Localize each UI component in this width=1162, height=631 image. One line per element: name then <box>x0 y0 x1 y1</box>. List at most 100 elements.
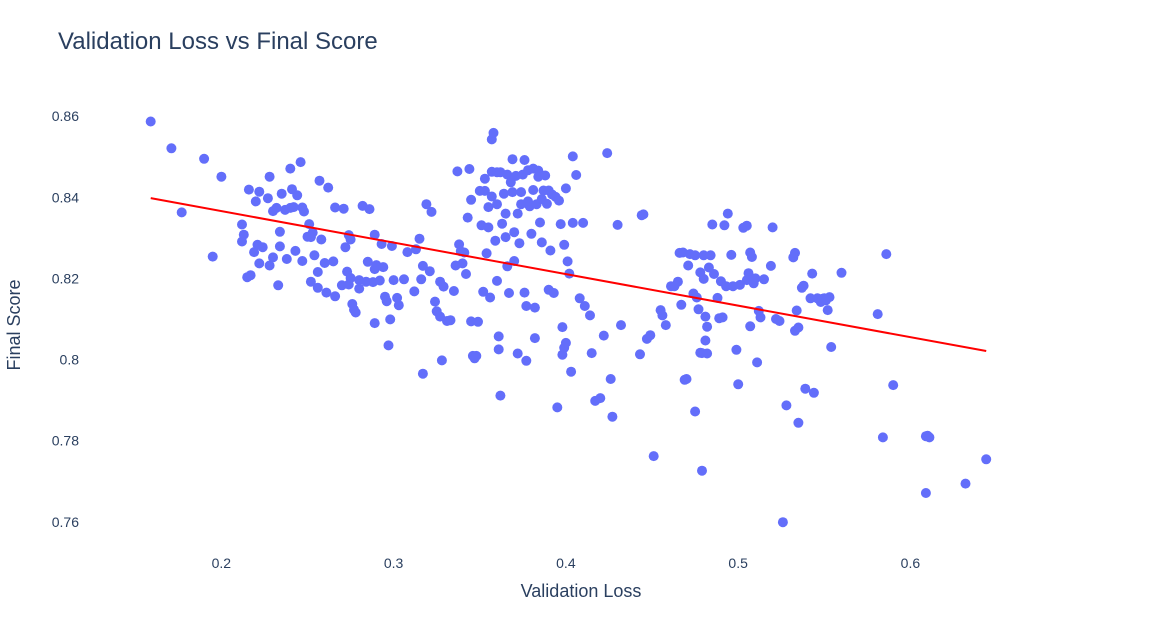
data-point <box>560 337 571 348</box>
data-point <box>273 280 284 291</box>
data-point <box>498 188 509 199</box>
data-point <box>330 291 341 302</box>
data-point <box>519 287 530 298</box>
data-point <box>471 350 482 361</box>
data-point <box>698 250 709 261</box>
data-point <box>512 348 523 359</box>
data-point <box>690 250 701 261</box>
data-point <box>777 517 788 528</box>
data-point <box>328 256 339 267</box>
data-point <box>536 237 547 248</box>
data-point <box>388 275 399 286</box>
data-point <box>452 166 463 177</box>
data-point <box>755 312 766 323</box>
data-point <box>519 155 530 165</box>
data-point <box>485 292 496 303</box>
data-point <box>424 266 435 277</box>
data-point <box>457 258 468 269</box>
data-point <box>464 164 475 174</box>
data-point <box>473 316 483 327</box>
x-tick-label: 0.4 <box>556 555 576 571</box>
trendline <box>150 197 987 353</box>
data-point <box>693 304 704 315</box>
data-point <box>297 256 308 266</box>
data-point <box>822 305 833 316</box>
data-point <box>262 193 273 204</box>
data-point <box>402 247 413 258</box>
data-point <box>681 374 692 384</box>
data-point <box>268 252 278 263</box>
y-axis-ticks: 0.76 0.78 0.8 0.82 0.84 0.86 <box>52 108 79 530</box>
data-point <box>314 175 325 186</box>
data-point <box>438 281 449 292</box>
data-point <box>579 301 590 311</box>
data-point <box>924 432 935 443</box>
y-tick-label: 0.86 <box>52 108 79 124</box>
data-point <box>521 355 532 366</box>
data-point <box>826 342 837 352</box>
data-point <box>345 273 356 283</box>
x-axis-title: Validation Loss <box>521 581 642 601</box>
data-point <box>541 198 552 209</box>
data-point <box>378 262 389 273</box>
data-point <box>369 229 380 240</box>
data-point <box>521 301 532 311</box>
data-point <box>888 380 899 391</box>
data-point <box>319 258 330 268</box>
data-point <box>635 349 645 360</box>
data-point <box>292 190 303 201</box>
data-point <box>672 276 683 287</box>
data-point <box>529 333 540 344</box>
data-point <box>493 331 504 342</box>
data-point <box>872 309 883 320</box>
data-point <box>237 219 247 230</box>
data-point <box>793 322 804 333</box>
data-point <box>598 330 609 341</box>
data-point <box>526 228 537 239</box>
data-point <box>638 209 649 220</box>
data-point <box>409 286 420 297</box>
y-tick-label: 0.76 <box>52 514 79 530</box>
x-tick-label: 0.6 <box>901 555 921 571</box>
data-point <box>493 344 504 355</box>
data-point <box>805 293 816 304</box>
data-point <box>385 314 396 325</box>
data-point <box>578 217 589 228</box>
data-point <box>271 202 282 213</box>
data-point <box>483 202 494 213</box>
data-point <box>705 250 716 261</box>
data-point <box>733 379 744 390</box>
data-point <box>698 273 709 284</box>
data-point <box>426 206 437 217</box>
data-point <box>316 234 327 245</box>
data-point <box>295 157 306 168</box>
data-point <box>340 242 351 253</box>
data-point <box>479 185 490 196</box>
data-point <box>721 281 732 292</box>
data-point <box>981 454 992 465</box>
data-point <box>719 220 730 231</box>
data-point <box>330 202 341 213</box>
data-point <box>238 229 249 240</box>
data-point <box>555 219 566 230</box>
y-tick-label: 0.8 <box>60 352 80 368</box>
data-point <box>514 238 525 249</box>
y-tick-label: 0.82 <box>52 270 79 286</box>
data-point <box>554 195 564 206</box>
data-point <box>495 390 506 401</box>
data-point <box>560 183 571 194</box>
data-point <box>462 212 473 223</box>
data-point <box>602 148 613 159</box>
data-point <box>697 465 707 476</box>
data-point <box>793 417 804 428</box>
data-point <box>660 320 671 331</box>
data-point <box>350 307 361 318</box>
data-point <box>250 196 261 207</box>
data-point <box>354 283 365 294</box>
data-point <box>321 287 332 298</box>
data-point <box>445 315 456 326</box>
scatter-points <box>145 116 992 528</box>
data-point <box>605 374 616 384</box>
data-point <box>257 242 268 253</box>
